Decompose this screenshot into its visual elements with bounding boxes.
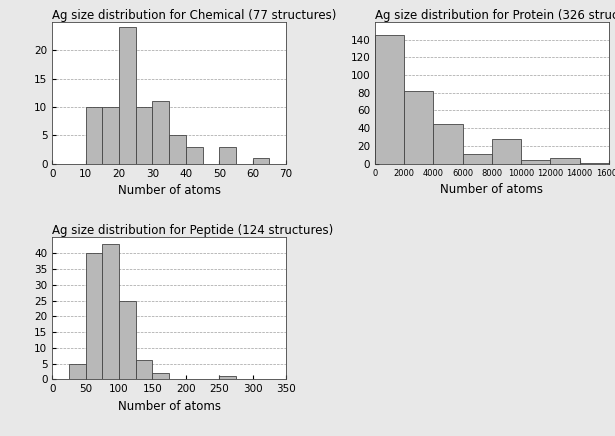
Bar bbox=[375, 35, 404, 164]
Bar bbox=[186, 146, 202, 164]
Bar bbox=[85, 107, 102, 164]
Bar bbox=[462, 154, 492, 164]
Bar bbox=[102, 244, 119, 379]
Bar bbox=[521, 160, 550, 164]
X-axis label: Number of atoms: Number of atoms bbox=[117, 400, 221, 413]
Bar bbox=[220, 376, 236, 379]
X-axis label: Number of atoms: Number of atoms bbox=[440, 183, 544, 196]
Bar bbox=[404, 91, 434, 164]
Bar bbox=[550, 158, 579, 164]
Bar bbox=[220, 146, 236, 164]
Bar bbox=[169, 135, 186, 164]
Bar bbox=[153, 101, 169, 164]
Bar bbox=[119, 27, 136, 164]
X-axis label: Number of atoms: Number of atoms bbox=[117, 184, 221, 197]
Bar bbox=[136, 361, 153, 379]
Bar bbox=[102, 107, 119, 164]
Text: Ag size distribution for Chemical (77 structures): Ag size distribution for Chemical (77 st… bbox=[52, 9, 336, 22]
Bar bbox=[579, 163, 609, 164]
Bar bbox=[253, 158, 269, 164]
Text: Ag size distribution for Protein (326 structures): Ag size distribution for Protein (326 st… bbox=[375, 9, 615, 22]
Bar bbox=[153, 373, 169, 379]
Bar bbox=[85, 253, 102, 379]
Bar bbox=[492, 139, 521, 164]
Bar bbox=[136, 107, 153, 164]
Text: Ag size distribution for Peptide (124 structures): Ag size distribution for Peptide (124 st… bbox=[52, 225, 333, 238]
Bar bbox=[69, 364, 85, 379]
Bar bbox=[119, 300, 136, 379]
Bar bbox=[434, 124, 462, 164]
